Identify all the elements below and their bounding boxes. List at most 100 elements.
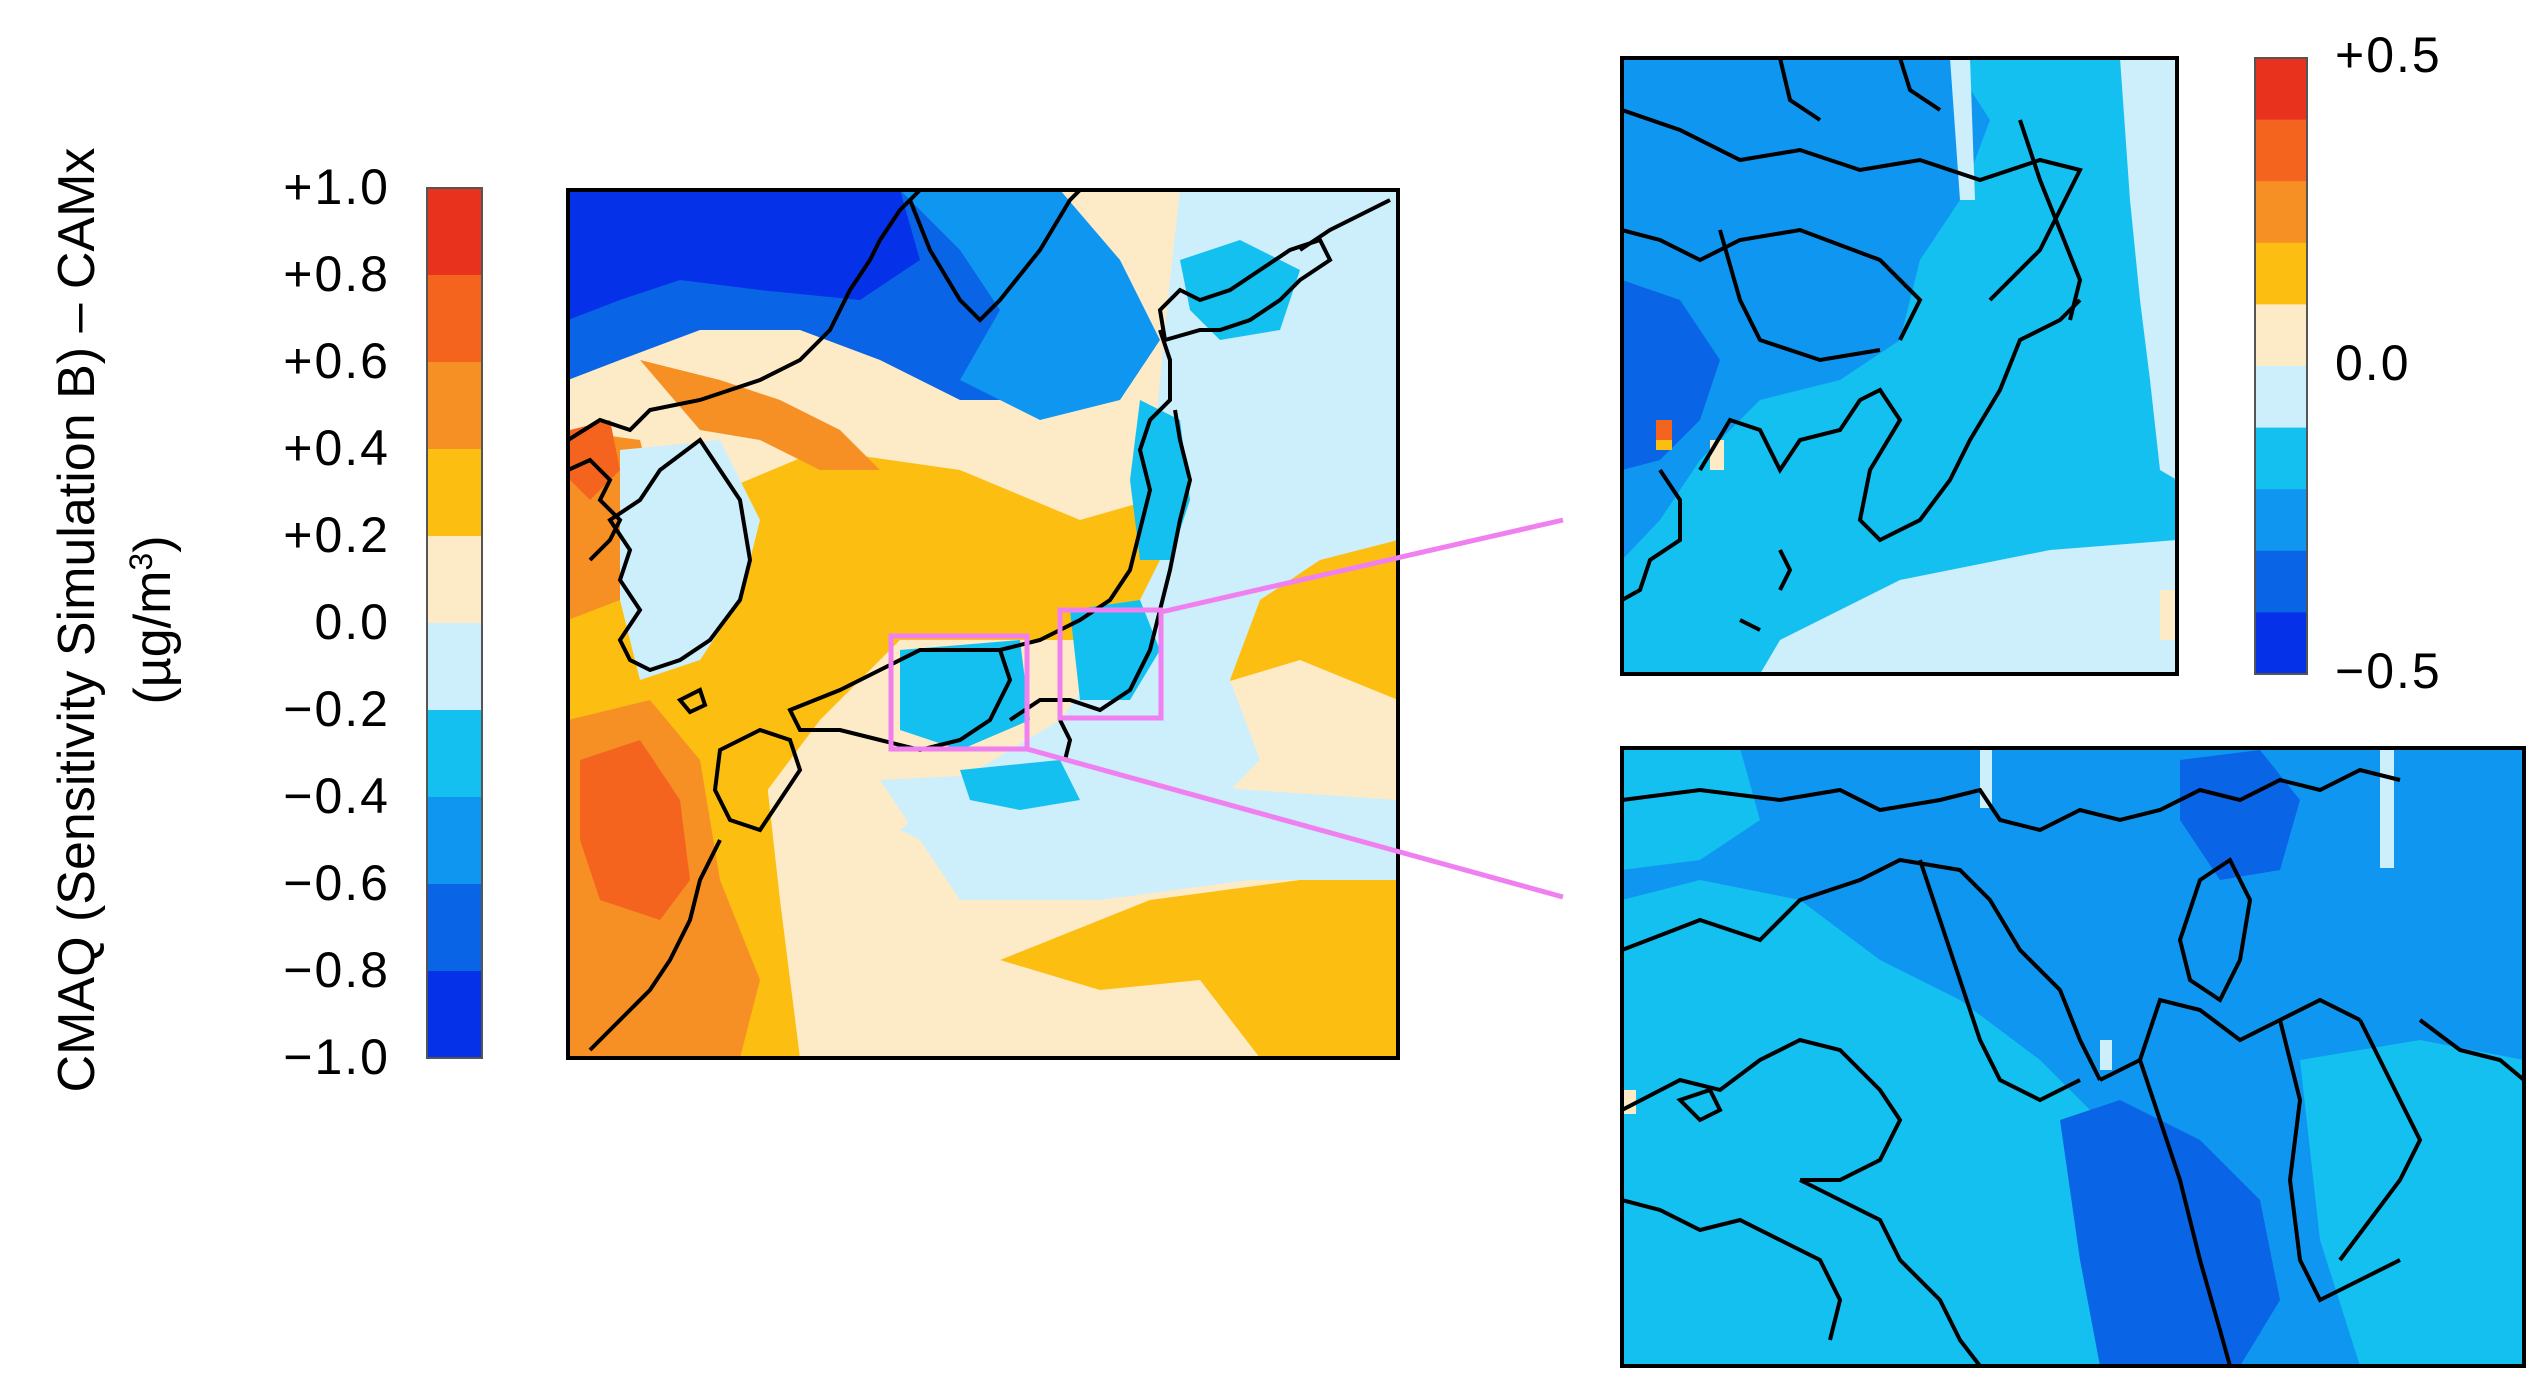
kanto-north-border xyxy=(1778,58,1822,122)
kansai-awaji xyxy=(1676,1087,1723,1123)
main-colorbar-frame xyxy=(426,187,483,1059)
red-orange-region xyxy=(580,740,690,920)
kanto-red-pixel xyxy=(1656,420,1672,440)
south-blue-patch xyxy=(960,760,1080,810)
kansai-border-1 xyxy=(1622,857,2102,1081)
coast-ryukyu xyxy=(588,839,722,1052)
kanto-cream-pixel-east xyxy=(2160,590,2177,640)
kansai-border-5 xyxy=(2278,1019,2401,1303)
small-colorbar-segment xyxy=(2255,181,2307,244)
small-colorbar-tick: −0.5 xyxy=(2335,643,2442,699)
zoom-box-kansai xyxy=(888,633,1030,752)
kanto-north-border-2 xyxy=(1898,58,1942,112)
main-colorbar-segment xyxy=(427,797,482,885)
coast-china-west xyxy=(568,457,623,562)
kansai-light-region-2 xyxy=(2300,1040,2524,1366)
orange-region-east xyxy=(1330,540,1398,680)
kanto-orange-pixel xyxy=(1656,440,1672,450)
kanto-white-strip xyxy=(1950,58,1975,200)
main-colorbar-segment xyxy=(427,710,482,798)
small-colorbar xyxy=(2254,57,2308,675)
kansai-white-strip-3 xyxy=(2100,1040,2112,1070)
small-colorbar-segment xyxy=(2255,612,2307,675)
small-colorbar-frame xyxy=(2254,57,2308,675)
main-colorbar-tick: +1.0 xyxy=(283,159,390,215)
main-colorbar xyxy=(426,187,483,1059)
mid-blue-sea-of-japan xyxy=(900,190,1160,420)
small-colorbar-tick: +0.5 xyxy=(2335,27,2442,83)
main-colorbar-tick: −0.6 xyxy=(283,855,390,911)
orange-north-china xyxy=(640,360,880,470)
kansai-frame xyxy=(1620,746,2526,1368)
coast-honshu-central xyxy=(999,329,1172,652)
coast-honshu-pacific xyxy=(1008,409,1193,722)
coastlines xyxy=(568,190,1391,1052)
kanto-coast-east xyxy=(2018,119,2083,321)
small-colorbar-segment xyxy=(2255,304,2307,367)
small-colorbar-segment xyxy=(2255,58,2307,121)
kanto-boundaries xyxy=(1622,58,2083,632)
main-colorbar-segment xyxy=(427,275,482,363)
connector-kanto xyxy=(1160,517,1564,615)
kansai-dark-region-north xyxy=(2180,750,2300,880)
main-colorbar-segment xyxy=(427,623,482,711)
kanto-light-blue-south xyxy=(1760,540,2177,674)
main-colorbar-tick: −0.8 xyxy=(283,942,390,998)
small-colorbar-segment xyxy=(2255,427,2307,490)
kansai-border-north xyxy=(1622,767,2401,833)
kansai-border-2 xyxy=(1918,859,2081,1103)
zoom-map-kanto xyxy=(1622,58,2177,674)
kanto-frame xyxy=(1620,56,2179,676)
kanto-coast-izu xyxy=(1622,468,1682,602)
main-colorbar-segment xyxy=(427,449,482,537)
kansai-lake-biwa xyxy=(2177,857,2253,1003)
coast-kyushu xyxy=(712,727,803,833)
kansai-light-region xyxy=(1622,880,2200,1366)
main-colorbar-tick: 0.0 xyxy=(314,594,390,650)
coast-kuril xyxy=(1298,198,1391,252)
kanto-border-1 xyxy=(1622,108,2083,302)
main-colorbar-tick: +0.8 xyxy=(283,246,390,302)
kanto-island xyxy=(1778,549,1793,591)
light-blue-region-japan xyxy=(900,190,1398,860)
main-colorbar-segment xyxy=(427,536,482,624)
main-colorbar-segment xyxy=(427,884,482,972)
main-map-frame xyxy=(566,188,1400,1060)
kansai-border-4 xyxy=(2138,1059,2232,1366)
zoom-box-kanto xyxy=(1057,607,1164,721)
kansai-white-strip-2 xyxy=(2380,748,2394,868)
main-colorbar-tick: −0.4 xyxy=(283,768,390,824)
main-colorbar-segment xyxy=(427,971,482,1059)
main-colorbar-tick: −0.2 xyxy=(283,681,390,737)
small-colorbar-segment xyxy=(2255,366,2307,429)
main-colorbar-tick: +0.2 xyxy=(283,507,390,563)
kansai-coast-osaka-bay xyxy=(1622,1037,1903,1182)
small-colorbar-segment xyxy=(2255,119,2307,182)
small-colorbar-tick: 0.0 xyxy=(2335,335,2411,391)
coast-izu-islands xyxy=(1058,719,1073,761)
main-colorbar-tick: +0.6 xyxy=(283,333,390,389)
kanto-darker-blue xyxy=(1622,280,1720,470)
kansai-border-3 xyxy=(2099,997,2361,1082)
main-colorbar-segment xyxy=(427,188,482,276)
kansai-coast-chita xyxy=(2418,1018,2524,1082)
main-map xyxy=(568,190,1398,1058)
main-colorbar-tick: −1.0 xyxy=(283,1029,390,1085)
kanto-island-2 xyxy=(1739,618,1761,632)
kansai-dark-region xyxy=(2060,1100,2280,1366)
kanto-coast-bay xyxy=(1698,298,2082,543)
zoom-map-kansai xyxy=(1622,748,2524,1366)
kanto-deep-blue xyxy=(1622,58,1990,560)
kansai-coast-ise xyxy=(2338,1019,2423,1262)
connector-kansai xyxy=(1026,746,1564,900)
coast-russia xyxy=(908,190,1082,323)
orange-region-se xyxy=(1000,860,1398,1058)
kanto-border-3 xyxy=(1718,229,1881,363)
small-colorbar-segment xyxy=(2255,489,2307,552)
coast-korea xyxy=(607,437,753,673)
small-colorbar-segment xyxy=(2255,242,2307,305)
coast-shikoku-honshu-west xyxy=(787,648,1013,753)
kansai-boundaries xyxy=(1622,767,2524,1366)
kansai-west-light xyxy=(1622,748,1760,870)
